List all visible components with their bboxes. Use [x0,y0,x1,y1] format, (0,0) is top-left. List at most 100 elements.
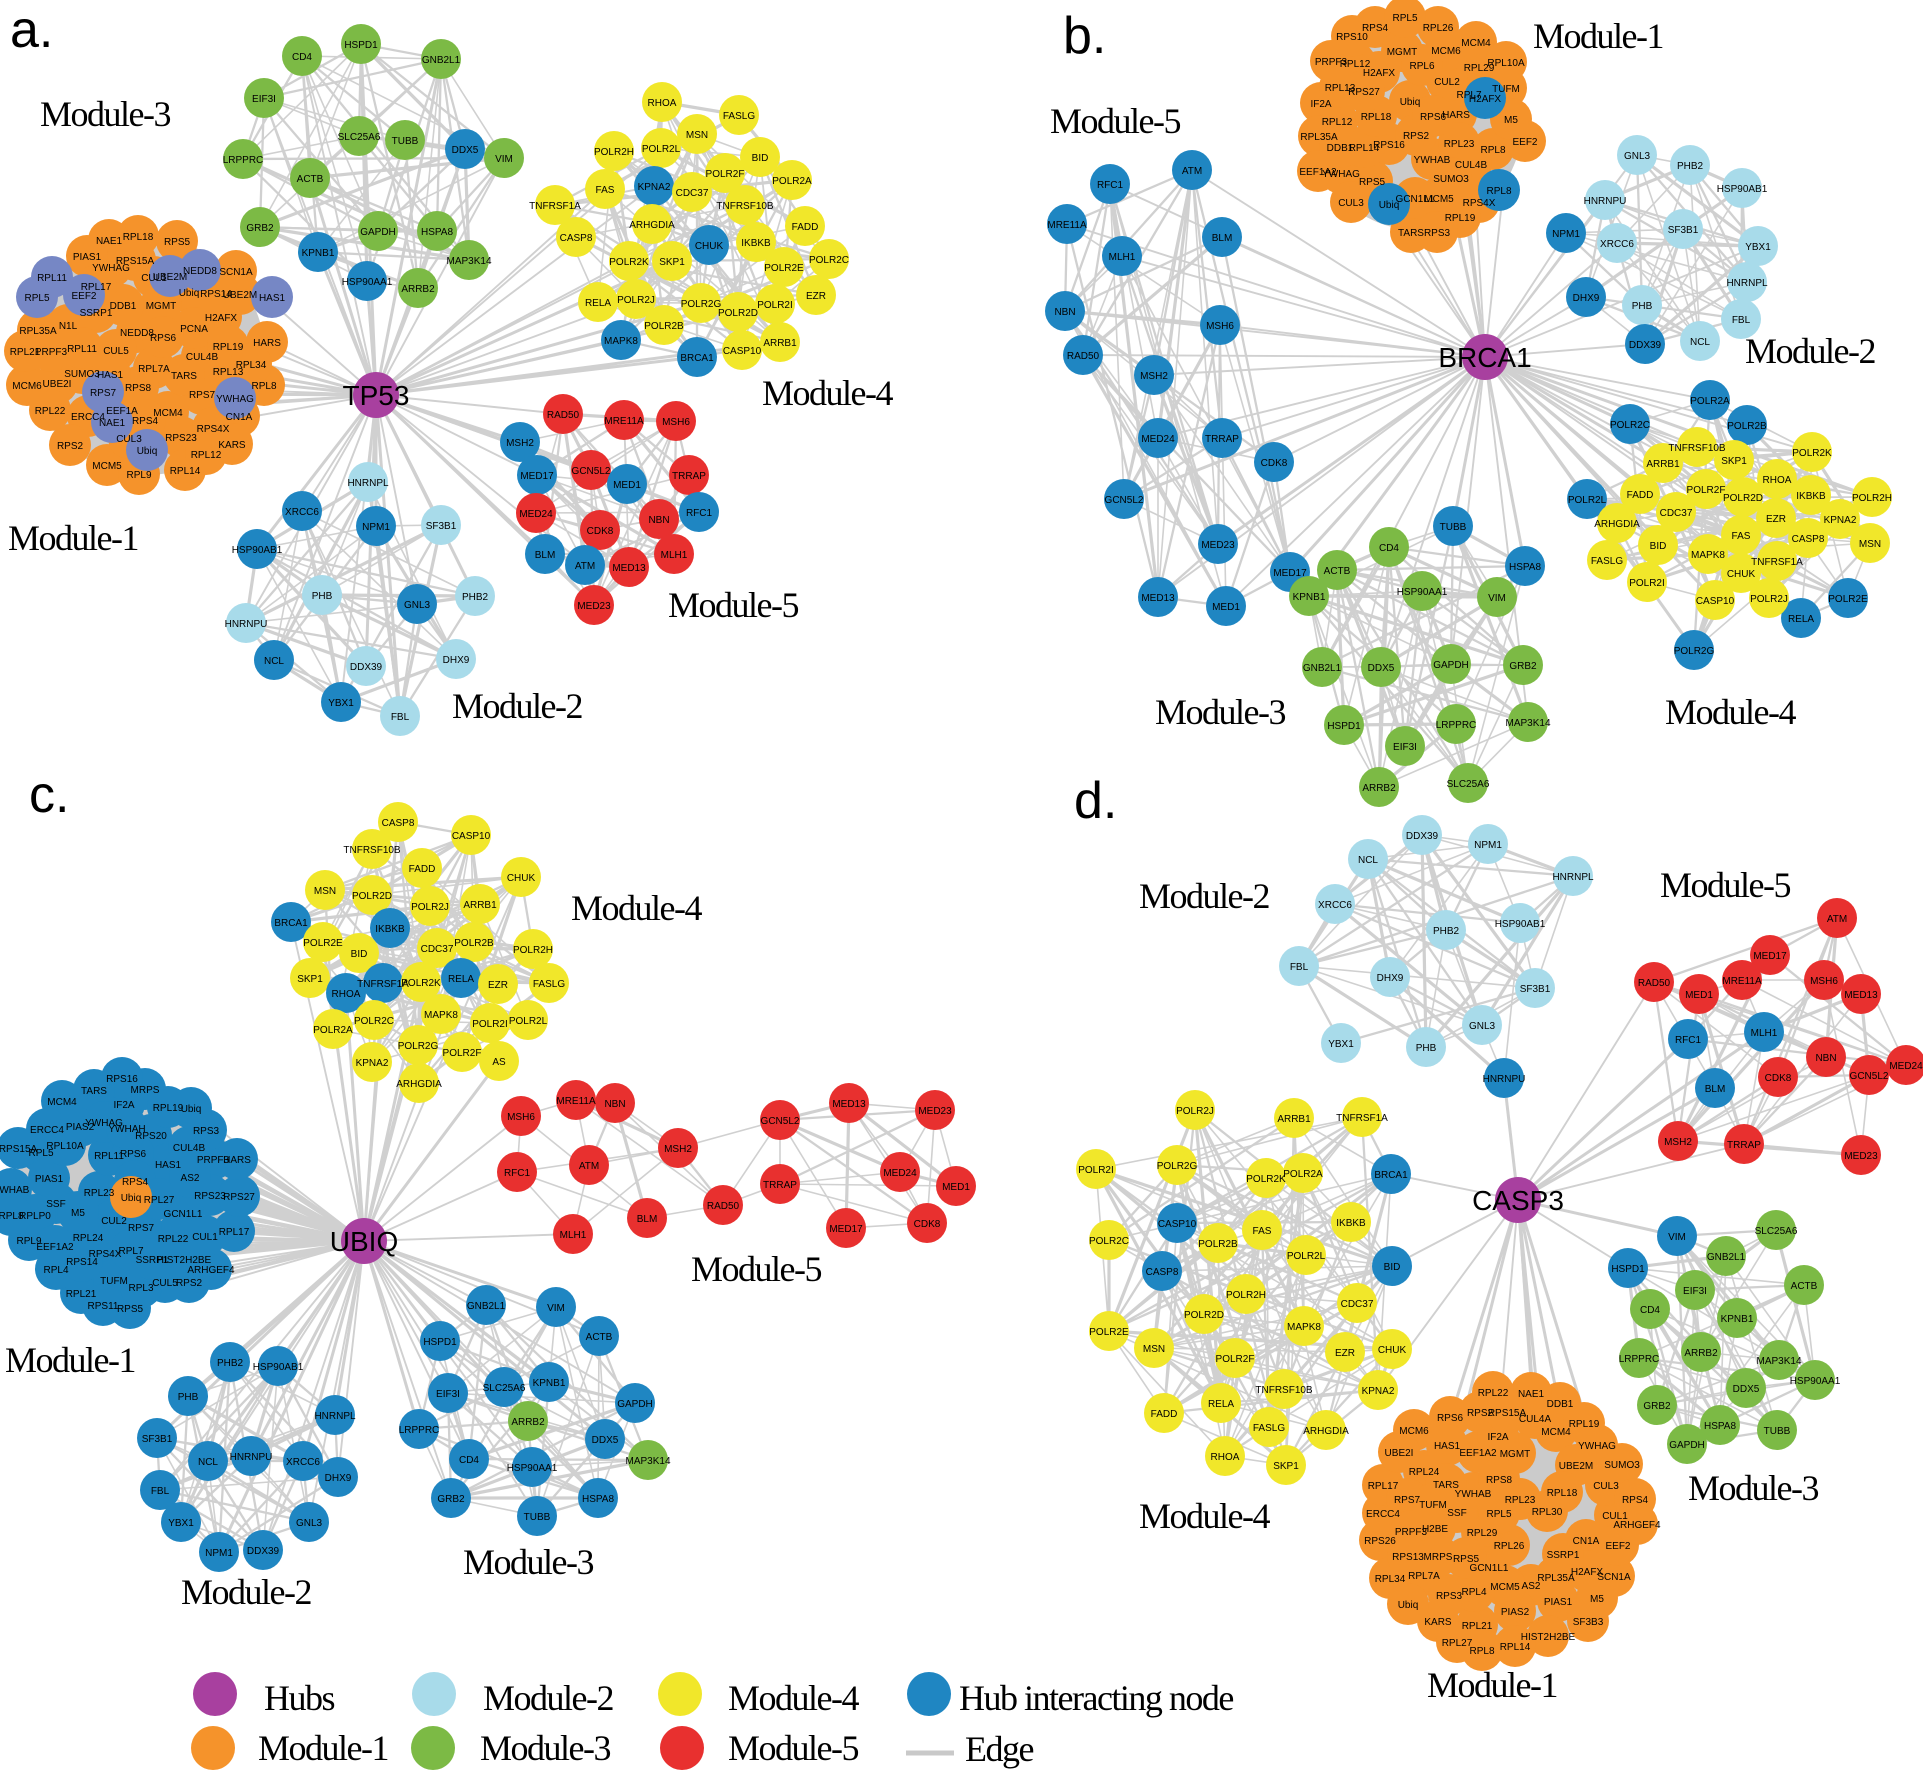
svg-text:NPM1: NPM1 [1474,840,1502,851]
svg-text:CD4: CD4 [1640,1305,1660,1316]
svg-text:GRB2: GRB2 [1643,1401,1671,1412]
svg-text:ARRB1: ARRB1 [463,900,497,911]
svg-text:XRCC6: XRCC6 [1318,900,1352,911]
svg-text:IKBKB: IKBKB [1796,491,1826,502]
svg-text:DHX9: DHX9 [1377,973,1404,984]
svg-text:POLR2E: POLR2E [303,938,343,949]
svg-text:UBE2I: UBE2I [1385,1448,1414,1459]
svg-text:M5: M5 [71,1208,85,1219]
svg-text:ATM: ATM [579,1161,599,1172]
svg-text:HNRNPL: HNRNPL [1552,872,1594,883]
svg-text:Module-2: Module-2 [1139,876,1269,916]
svg-text:HSPD1: HSPD1 [344,40,378,51]
svg-text:RPL19: RPL19 [213,342,244,353]
svg-text:FASLG: FASLG [1253,1423,1285,1434]
svg-text:YWHAG: YWHAG [1322,169,1360,180]
svg-text:YBX1: YBX1 [328,698,354,709]
svg-text:HIST2H2BE: HIST2H2BE [1521,1632,1576,1643]
svg-text:DDX5: DDX5 [1368,663,1395,674]
svg-text:RPS4: RPS4 [122,1177,149,1188]
svg-text:YWHAG: YWHAG [92,263,130,274]
svg-text:BID: BID [1384,1262,1401,1273]
svg-text:SF3B1: SF3B1 [142,1434,173,1445]
svg-text:FASLG: FASLG [533,979,565,990]
svg-text:VIM: VIM [547,1303,565,1314]
svg-text:Module-1: Module-1 [1427,1665,1557,1705]
svg-text:EEF1A2: EEF1A2 [1299,167,1337,178]
svg-text:NPM1: NPM1 [205,1548,233,1559]
svg-text:LRPPRC: LRPPRC [399,1425,440,1436]
svg-text:HARS: HARS [223,1155,251,1166]
svg-text:POLR2B: POLR2B [1198,1239,1238,1250]
svg-text:RPS2: RPS2 [1403,131,1430,142]
svg-text:POLR2C: POLR2C [354,1016,394,1027]
svg-text:TRRAP: TRRAP [1205,434,1239,445]
svg-text:POLR2G: POLR2G [398,1041,439,1052]
svg-text:CUL3: CUL3 [116,434,142,445]
svg-text:SUMO3: SUMO3 [64,369,100,380]
svg-text:RPS20: RPS20 [135,1131,167,1142]
svg-text:POLR2C: POLR2C [809,255,849,266]
svg-text:MCM4: MCM4 [1541,1427,1571,1438]
svg-text:RPS23: RPS23 [194,1191,226,1202]
svg-text:YWHAB: YWHAB [1414,155,1451,166]
svg-text:Ubiq: Ubiq [181,1104,202,1115]
svg-text:Module-3: Module-3 [40,94,170,134]
svg-text:HSP90AB1: HSP90AB1 [253,1362,304,1373]
svg-text:RPL35A: RPL35A [19,326,57,337]
svg-text:ATM: ATM [1827,914,1847,925]
svg-text:SCN1A: SCN1A [219,267,253,278]
svg-text:ERCC4: ERCC4 [30,1125,64,1136]
svg-text:MED1: MED1 [1685,990,1713,1001]
svg-text:CUL4B: CUL4B [173,1143,206,1154]
svg-text:KPNB1: KPNB1 [1721,1314,1754,1325]
svg-text:FASLG: FASLG [1591,556,1623,567]
svg-text:RPL26: RPL26 [1423,23,1454,34]
svg-text:DDB1: DDB1 [110,301,137,312]
svg-text:RPL29: RPL29 [1467,1528,1498,1539]
svg-text:SKP1: SKP1 [659,257,685,268]
svg-text:NCL: NCL [264,656,284,667]
svg-text:MRPS: MRPS [131,1085,160,1096]
svg-text:POLR2L: POLR2L [509,1016,548,1027]
svg-text:FBL: FBL [1290,962,1309,973]
svg-text:RPS13: RPS13 [1392,1552,1424,1563]
svg-text:RPS27: RPS27 [1348,87,1380,98]
svg-text:GNB2L1: GNB2L1 [1707,1252,1746,1263]
svg-text:ACTB: ACTB [1324,566,1351,577]
svg-text:RPL11: RPL11 [67,344,97,355]
svg-text:RPS15A: RPS15A [1488,1408,1527,1419]
svg-text:Module-4: Module-4 [728,1678,859,1718]
svg-text:Module-3: Module-3 [463,1542,593,1582]
svg-text:BLM: BLM [535,550,556,561]
svg-text:AS2: AS2 [1522,1581,1541,1592]
svg-text:HSP90AB1: HSP90AB1 [1495,919,1546,930]
svg-text:RPL19: RPL19 [153,1103,184,1114]
svg-text:CASP10: CASP10 [1158,1219,1197,1230]
svg-text:MED1: MED1 [613,480,641,491]
svg-text:SSRP1: SSRP1 [80,308,113,319]
svg-text:RPL5: RPL5 [1392,13,1417,24]
svg-text:RPS2: RPS2 [57,441,84,452]
svg-text:HSPD1: HSPD1 [1611,1264,1645,1275]
svg-text:CHUK: CHUK [695,241,724,252]
svg-text:IKBKB: IKBKB [375,924,405,935]
svg-text:UBE2M: UBE2M [1559,1461,1593,1472]
svg-text:PHB: PHB [1632,301,1653,312]
svg-text:MED17: MED17 [520,471,554,482]
svg-text:UBIQ: UBIQ [330,1226,398,1257]
svg-text:POLR2D: POLR2D [1723,493,1763,504]
svg-text:HSP90AA1: HSP90AA1 [1397,587,1448,598]
svg-text:ARRB2: ARRB2 [1684,1348,1718,1359]
svg-text:GCN5L2: GCN5L2 [1850,1071,1889,1082]
svg-text:RPL5: RPL5 [1486,1509,1511,1520]
svg-text:RPL14: RPL14 [170,466,201,477]
svg-text:MED23: MED23 [918,1106,952,1117]
svg-text:IKBKB: IKBKB [1336,1218,1366,1229]
svg-text:GNL3: GNL3 [296,1518,323,1529]
svg-text:POLR2L: POLR2L [1568,495,1607,506]
svg-text:XRCC6: XRCC6 [285,507,319,518]
svg-text:POLR2J: POLR2J [411,902,449,913]
svg-text:RPS8: RPS8 [1486,1475,1513,1486]
svg-text:Ubiq: Ubiq [179,288,200,299]
